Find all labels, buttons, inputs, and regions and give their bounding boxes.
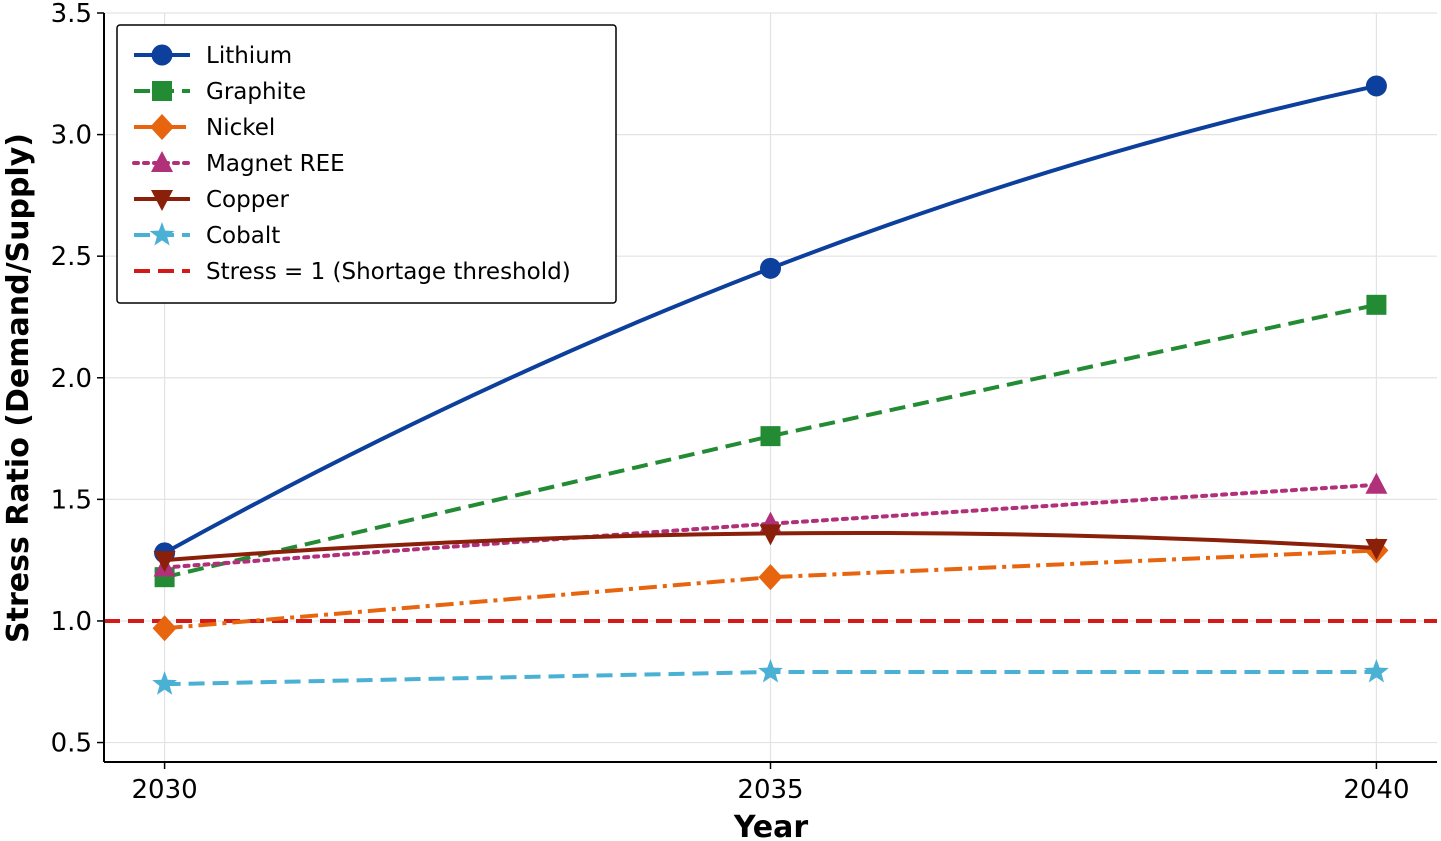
y-tick-label: 3.5 [51, 0, 92, 29]
legend-label: Graphite [206, 79, 306, 105]
data-point-copper [153, 551, 176, 573]
y-tick-label: 1.5 [51, 485, 92, 515]
legend-marker [151, 44, 173, 66]
data-point-lithium [760, 257, 781, 279]
legend-item-nickel: Nickel [134, 114, 275, 141]
axes: 0.5 1.0 1.5 2.0 2.5 3.0 3.5 2030 2035 2040 [51, 0, 1437, 805]
legend-label: Cobalt [206, 223, 280, 249]
series-line-magnet-ree [162, 482, 1379, 570]
data-point-copper [1365, 539, 1388, 560]
y-tick-label: 3.0 [51, 121, 92, 151]
legend-marker [151, 190, 173, 211]
legend-item-magnet-ree: Magnet REE [132, 151, 345, 177]
x-tick-label: 2030 [132, 775, 198, 805]
x-tick-label: 2035 [737, 775, 803, 805]
y-tick-label: 1.0 [51, 607, 92, 637]
legend-item-cobalt: Cobalt [134, 222, 280, 249]
legend-label: Nickel [206, 115, 275, 141]
data-point-graphite [1366, 294, 1387, 315]
legend-item-lithium: Lithium [134, 43, 292, 69]
legend-label: Copper [206, 187, 289, 213]
legend-label: Lithium [206, 43, 292, 69]
legend-marker [150, 114, 174, 140]
legend-item-copper: Copper [134, 187, 289, 213]
series-copper [153, 524, 1388, 573]
legend-item-stress-1-shortage-threshold-: Stress = 1 (Shortage threshold) [134, 259, 571, 285]
legend-label: Magnet REE [206, 151, 345, 177]
legend-marker [149, 222, 175, 246]
legend-marker [151, 151, 173, 172]
y-tick-label: 0.5 [51, 729, 92, 759]
series-layer [152, 75, 1389, 695]
data-point-cobalt [1364, 659, 1389, 683]
x-axis-title: Year [733, 810, 809, 841]
data-point-magnet-ree [1365, 472, 1388, 494]
x-tick-label: 2040 [1343, 775, 1409, 805]
data-point-cobalt [152, 671, 177, 695]
y-tick-label: 2.5 [51, 242, 92, 272]
series-line-graphite [164, 302, 1377, 580]
series-line-nickel [164, 548, 1377, 631]
y-tick-label: 2.0 [51, 364, 92, 394]
legend: Lithium Graphite Nickel Magnet REE Copper Cob… [116, 24, 617, 304]
y-axis-title: Stress Ratio (Demand/Supply) [1, 133, 36, 643]
legend-label: Stress = 1 (Shortage threshold) [206, 259, 571, 285]
data-point-copper [759, 524, 782, 546]
data-point-lithium [1365, 75, 1387, 97]
data-point-nickel [152, 615, 177, 642]
data-point-graphite [760, 426, 781, 447]
legend-box [116, 24, 617, 304]
legend-marker [152, 81, 172, 101]
data-point-cobalt [758, 659, 783, 683]
data-point-nickel [758, 564, 783, 591]
legend-item-graphite: Graphite [134, 79, 306, 105]
series-cobalt [152, 659, 1389, 695]
